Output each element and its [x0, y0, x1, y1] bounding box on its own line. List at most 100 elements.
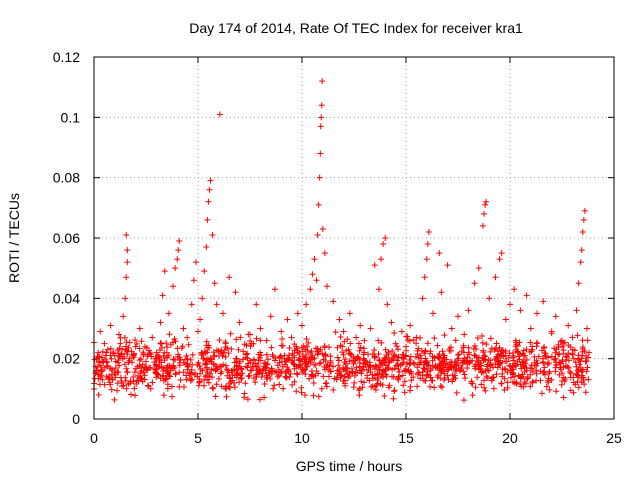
- data-point: [302, 355, 309, 362]
- data-point: [333, 376, 340, 383]
- data-point: [253, 373, 260, 380]
- x-tick-label: 15: [398, 430, 414, 446]
- data-point: [578, 368, 585, 375]
- data-point: [209, 384, 216, 391]
- data-point: [440, 352, 447, 359]
- data-point: [454, 351, 461, 358]
- data-point: [357, 344, 364, 351]
- data-point: [162, 376, 169, 383]
- data-point: [271, 382, 278, 389]
- data-point: [133, 340, 140, 347]
- data-point: [172, 338, 179, 345]
- data-point: [427, 348, 434, 355]
- data-point: [97, 328, 104, 335]
- data-point: [276, 381, 283, 388]
- data-point: [565, 364, 572, 371]
- plot-frame: [93, 56, 615, 420]
- data-point: [116, 345, 123, 352]
- data-point: [149, 379, 156, 386]
- data-point: [238, 375, 245, 382]
- data-point: [379, 382, 386, 389]
- data-point: [580, 216, 587, 223]
- data-point: [461, 355, 468, 362]
- data-point: [324, 362, 331, 369]
- data-point: [374, 376, 381, 383]
- data-point: [213, 301, 220, 308]
- data-point: [552, 364, 559, 371]
- data-point: [160, 392, 167, 399]
- data-point: [527, 325, 534, 332]
- data-point: [112, 365, 119, 372]
- data-point: [375, 286, 382, 293]
- data-point: [487, 361, 494, 368]
- data-point: [519, 359, 526, 366]
- data-point: [353, 364, 360, 371]
- data-point: [115, 359, 122, 366]
- data-point: [313, 367, 320, 374]
- data-point: [189, 376, 196, 383]
- data-points: [91, 78, 593, 404]
- data-point: [254, 361, 261, 368]
- data-point: [160, 353, 167, 360]
- data-point: [237, 334, 244, 341]
- data-point: [481, 352, 488, 359]
- data-point: [407, 353, 414, 360]
- data-point: [240, 348, 247, 355]
- data-point: [228, 367, 235, 374]
- data-point: [213, 347, 220, 354]
- data-point: [381, 354, 388, 361]
- data-point: [419, 372, 426, 379]
- data-point: [353, 334, 360, 341]
- data-point: [158, 340, 165, 347]
- data-point: [526, 348, 533, 355]
- data-point: [107, 381, 114, 388]
- data-point: [581, 207, 588, 214]
- data-point: [176, 383, 183, 390]
- data-point: [546, 368, 553, 375]
- data-point: [510, 357, 517, 364]
- data-point: [393, 353, 400, 360]
- data-point: [521, 379, 528, 386]
- data-point: [226, 274, 233, 281]
- data-point: [375, 364, 382, 371]
- data-point: [542, 352, 549, 359]
- data-point: [96, 359, 103, 366]
- data-point: [489, 374, 496, 381]
- data-point: [312, 362, 319, 369]
- data-point: [278, 328, 285, 335]
- data-point: [97, 362, 104, 369]
- data-point: [586, 349, 593, 356]
- data-point: [474, 334, 481, 341]
- data-point: [453, 389, 460, 396]
- data-point: [429, 363, 436, 370]
- data-point: [347, 340, 354, 347]
- data-point: [478, 368, 485, 375]
- data-point: [144, 353, 151, 360]
- data-point: [294, 371, 301, 378]
- data-point: [460, 349, 467, 356]
- data-point: [281, 361, 288, 368]
- data-point: [303, 351, 310, 358]
- data-point: [560, 364, 567, 371]
- data-point: [538, 390, 545, 397]
- data-point: [418, 355, 425, 362]
- data-point: [277, 352, 284, 359]
- data-point: [414, 383, 421, 390]
- data-point: [241, 394, 248, 401]
- data-point: [385, 365, 392, 372]
- data-point: [225, 350, 232, 357]
- data-point: [196, 379, 203, 386]
- data-point: [137, 356, 144, 363]
- data-point: [388, 319, 395, 326]
- data-point: [278, 342, 285, 349]
- data-point: [291, 347, 298, 354]
- data-point: [399, 372, 406, 379]
- data-point: [361, 337, 368, 344]
- data-point: [488, 375, 495, 382]
- data-point: [385, 359, 392, 366]
- data-point: [293, 388, 300, 395]
- data-point: [498, 347, 505, 354]
- data-point: [512, 362, 519, 369]
- data-point: [145, 364, 152, 371]
- data-point: [233, 336, 240, 343]
